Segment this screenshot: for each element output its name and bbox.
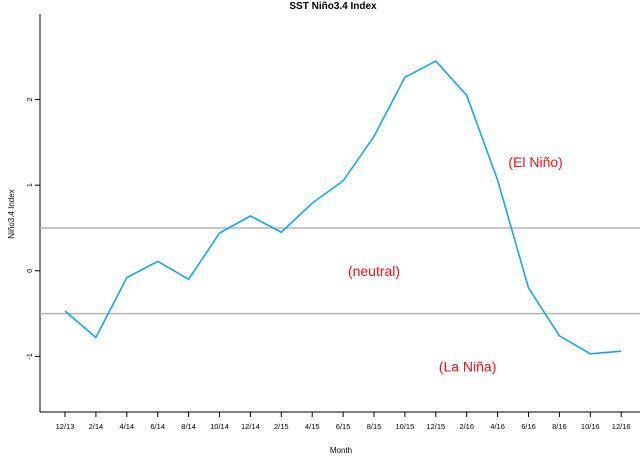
annotation-label: (La Niña) [439, 359, 497, 375]
x-tick-label: 6/14 [150, 422, 165, 431]
annotation-label: (El Niño) [508, 154, 562, 170]
x-tick-label: 12/15 [426, 422, 445, 431]
x-tick-label: 12/16 [612, 422, 631, 431]
y-tick-label: 1 [25, 183, 34, 187]
series-line [64, 60, 622, 355]
x-tick-label: 6/16 [521, 422, 536, 431]
x-tick-label: 10/15 [396, 422, 415, 431]
y-axis-title: Niño3.4 Index [7, 189, 16, 238]
x-axis-ticks: 12/13 2/14 4/14 6/14 8/14 10/14 12/14 2/15 4/15 6… [56, 412, 631, 431]
x-tick-label: 12/13 [56, 422, 75, 431]
x-tick-label: 2/15 [274, 422, 289, 431]
x-tick-label: 6/15 [336, 422, 351, 431]
y-axis-ticks: -1 0 1 2 [25, 98, 40, 360]
annotations: (El Niño) (neutral) (La Niña) [348, 154, 563, 375]
x-tick-label: 10/14 [210, 422, 229, 431]
x-tick-label: 4/14 [119, 422, 134, 431]
plot-area: -1 0 1 2 12/13 2/14 4/14 6/14 8/14 10/14 12/14 2/1… [25, 14, 640, 431]
chart-title: SST Niño3.4 Index [289, 1, 377, 12]
y-tick-label: 0 [25, 269, 34, 273]
y-tick-label: -1 [25, 353, 34, 360]
x-tick-label: 8/15 [367, 422, 382, 431]
x-tick-label: 10/16 [581, 422, 600, 431]
x-tick-label: 8/14 [181, 422, 196, 431]
x-tick-label: 2/16 [459, 422, 474, 431]
reference-lines [40, 227, 640, 315]
annotation-label: (neutral) [348, 263, 400, 279]
y-tick-label: 2 [25, 98, 34, 102]
x-tick-label: 12/14 [241, 422, 260, 431]
x-tick-label: 2/14 [89, 422, 104, 431]
x-axis-title: Month [330, 446, 352, 455]
x-tick-label: 4/16 [490, 422, 505, 431]
x-tick-label: 4/15 [305, 422, 320, 431]
x-tick-label: 8/16 [552, 422, 567, 431]
